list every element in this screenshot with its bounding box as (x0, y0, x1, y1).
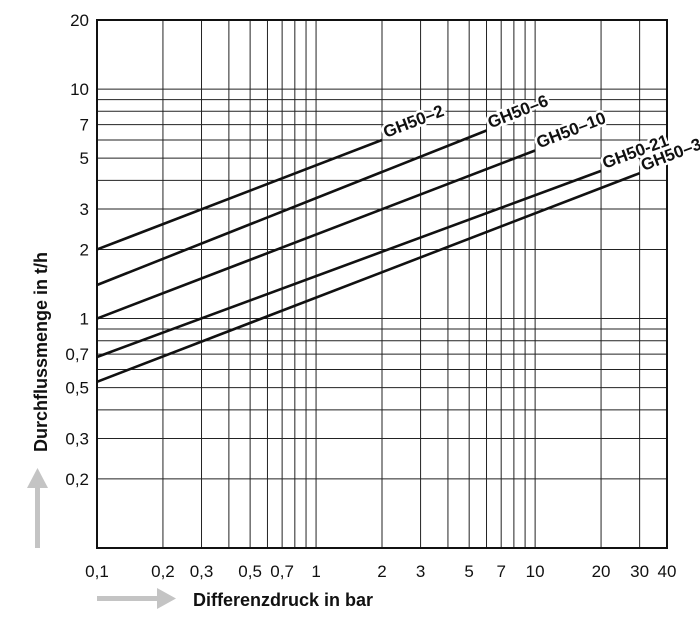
series-line (96, 149, 536, 320)
series-line (96, 169, 602, 359)
x-tick-label: 30 (630, 562, 649, 581)
y-tick-labels: 0,2 0,3 0,5 0,7 1 2 3 5 7 10 20 (65, 11, 89, 489)
x-tick-label: 1 (311, 562, 320, 581)
series-label: GH50–6 (485, 91, 551, 132)
x-tick-label: 20 (592, 562, 611, 581)
y-tick-label: 7 (80, 116, 89, 135)
y-tick-label: 0,3 (65, 430, 89, 449)
x-tick-label: 40 (658, 562, 677, 581)
y-tick-label: 0,7 (65, 345, 89, 364)
series-label: GH50–2 (381, 101, 447, 141)
series-line (96, 171, 641, 384)
y-tick-label: 3 (80, 200, 89, 219)
y-axis-arrow-icon (27, 468, 48, 548)
x-tick-label: 3 (416, 562, 425, 581)
x-tick-label: 7 (496, 562, 505, 581)
x-tick-label: 10 (526, 562, 545, 581)
y-tick-label: 0,5 (65, 379, 89, 398)
y-tick-label: 10 (70, 80, 89, 99)
x-tick-label: 0,7 (270, 562, 294, 581)
series-label: GH50–10 (534, 108, 609, 152)
grid (96, 19, 668, 548)
series-line (96, 138, 383, 251)
x-tick-label: 0,2 (151, 562, 175, 581)
x-tick-label: 0,1 (85, 562, 109, 581)
x-tick-label: 5 (464, 562, 473, 581)
x-tick-labels: 0,1 0,2 0,3 0,5 0,7 1 2 3 5 7 10 20 30 40 (85, 562, 676, 581)
x-tick-label: 0,5 (238, 562, 262, 581)
y-tick-label: 1 (80, 310, 89, 329)
x-axis-label: Differenzdruck in bar (193, 590, 373, 610)
y-tick-label: 0,2 (65, 470, 89, 489)
series-lines (96, 129, 641, 384)
series-line (96, 129, 487, 287)
y-tick-label: 5 (80, 149, 89, 168)
y-axis-label: Durchflussmenge in t/h (31, 252, 51, 452)
x-axis-arrow-icon (97, 588, 176, 609)
y-tick-label: 20 (70, 11, 89, 30)
x-tick-label: 0,3 (190, 562, 214, 581)
y-tick-label: 2 (80, 240, 89, 259)
x-tick-label: 2 (377, 562, 386, 581)
